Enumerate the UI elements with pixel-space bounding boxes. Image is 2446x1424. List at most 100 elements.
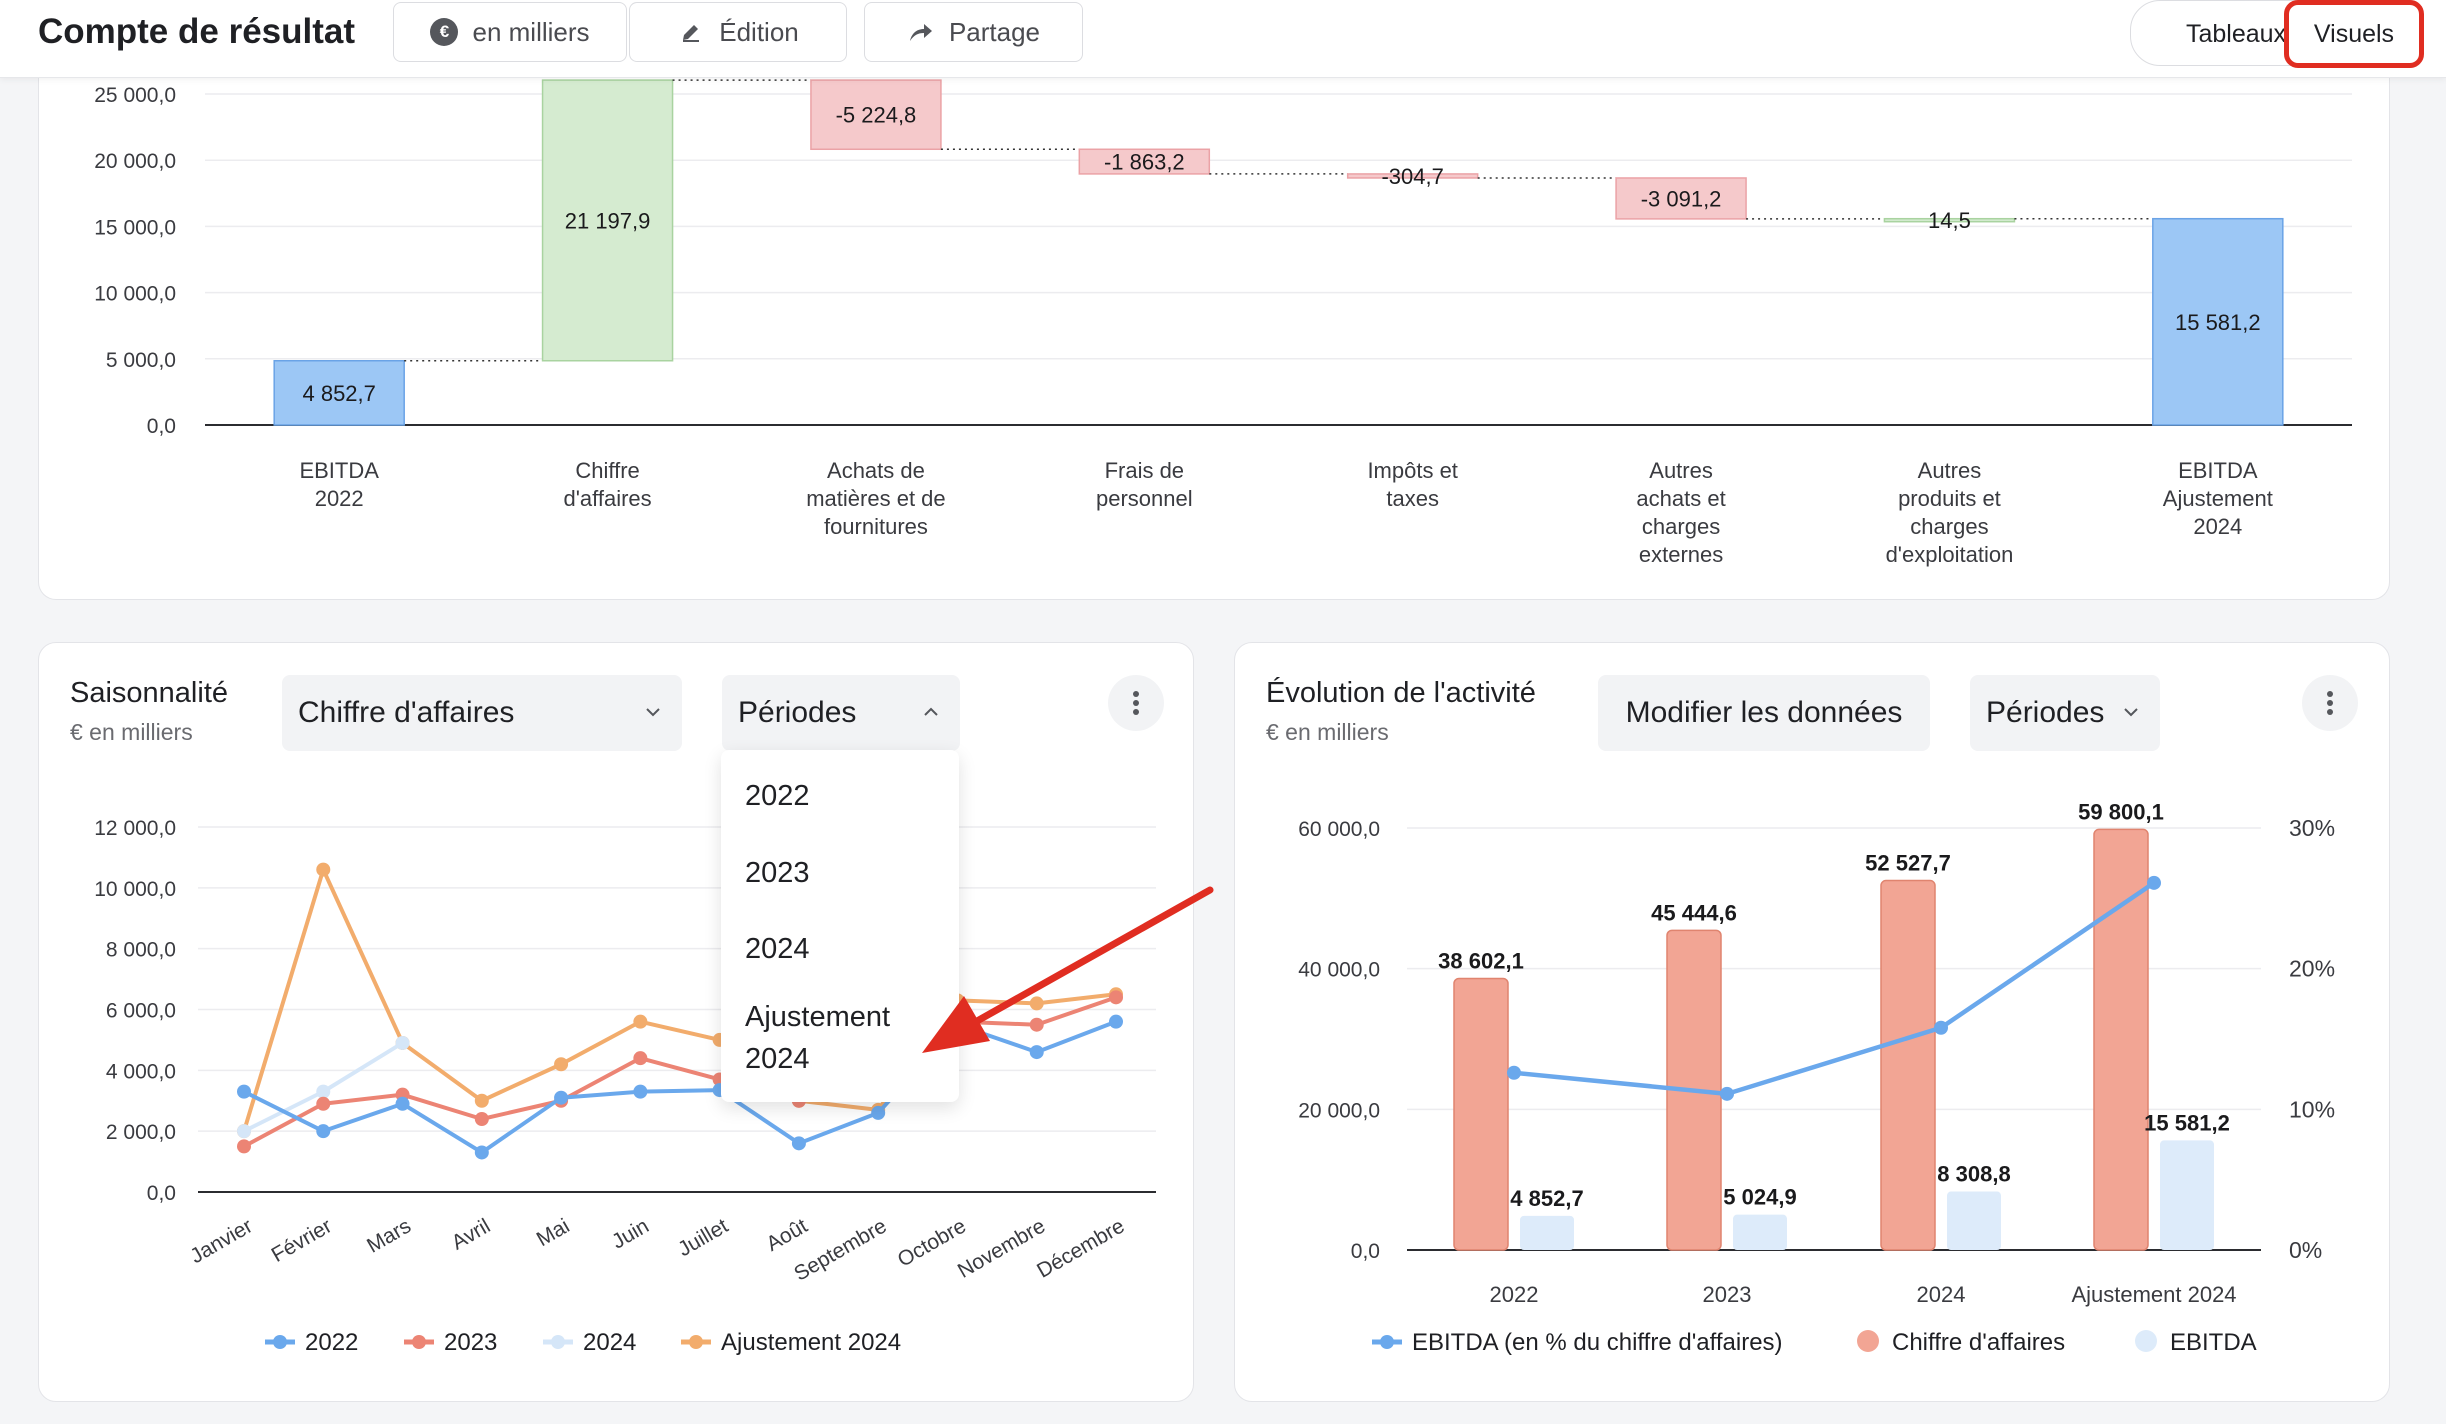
evo-legend-item[interactable]: Chiffre d'affaires <box>1857 1329 2065 1356</box>
evolution-menu-button[interactable] <box>2302 675 2358 731</box>
period-option-2024[interactable]: 2024 <box>745 933 810 965</box>
unit-button-label: en milliers <box>472 16 590 47</box>
evolution-subtitle: € en milliers <box>1266 719 1389 745</box>
euro-icon: € <box>430 18 459 46</box>
waterfall-x-label: achats et <box>1636 486 1725 511</box>
waterfall-bar <box>1346 173 1479 179</box>
evolution-period-select-value: Périodes <box>1986 696 2105 729</box>
tab-visuels[interactable]: Visuels <box>2284 0 2424 68</box>
evo-y2-tick: 30% <box>2289 815 2335 841</box>
evo-bar-revenue-label: 45 444,6 <box>1651 900 1737 925</box>
waterfall-bar <box>810 79 942 151</box>
waterfall-value-label: -5 224,8 <box>836 103 917 128</box>
evo-pct-point <box>2147 875 2161 890</box>
chevron-up-icon <box>924 707 938 716</box>
evo-legend-dot <box>2135 1330 2157 1352</box>
edit-data-button-label: Modifier les données <box>1625 696 1903 729</box>
season-x-label: Novembre <box>954 1214 1049 1282</box>
season-y-tick: 6 000,0 <box>106 1000 176 1023</box>
evo-bar-revenue <box>1880 879 1936 1251</box>
season-point <box>791 1136 806 1151</box>
edit-data-button[interactable]: Modifier les données <box>1598 675 1930 751</box>
evo-legend-item[interactable]: EBITDA (en % du chiffre d'affaires) <box>1372 1329 1783 1356</box>
season-point <box>554 1090 569 1105</box>
evo-y2-tick: 20% <box>2289 956 2335 982</box>
season-x-label: Décembre <box>1033 1214 1128 1282</box>
season-legend-label: 2022 <box>305 1329 358 1356</box>
season-y-tick: 8 000,0 <box>106 939 176 962</box>
evo-y2-tick: 10% <box>2289 1096 2335 1122</box>
season-y-tick: 10 000,0 <box>94 878 176 901</box>
season-x-label: Août <box>762 1214 811 1256</box>
waterfall-x-label: 2022 <box>315 486 364 511</box>
kebab-icon <box>2327 691 2333 715</box>
waterfall-value-label: -1 863,2 <box>1104 150 1185 175</box>
season-point <box>395 1035 410 1050</box>
evo-legend-dot <box>1857 1330 1879 1352</box>
evo-legend-item[interactable]: EBITDA <box>2135 1329 2257 1356</box>
waterfall-x-label: Frais de <box>1105 458 1184 483</box>
period-select[interactable]: Périodes <box>722 675 960 751</box>
edit-button[interactable]: Édition <box>629 2 847 62</box>
season-point <box>316 862 331 877</box>
share-button-label: Partage <box>948 16 1041 47</box>
evo-x-label: 2022 <box>1490 1282 1539 1307</box>
chevron-down-icon <box>2124 708 2138 717</box>
evo-legend-label: Chiffre d'affaires <box>1892 1329 2065 1356</box>
season-legend-item[interactable]: 2022 <box>265 1329 358 1356</box>
evolution-period-select[interactable]: Périodes <box>1970 675 2160 751</box>
season-legend-item[interactable]: 2024 <box>543 1329 636 1356</box>
period-option-2023[interactable]: 2023 <box>745 857 810 889</box>
season-point <box>316 1124 331 1139</box>
evo-pct-line <box>1513 880 2156 1097</box>
season-point <box>474 1112 489 1126</box>
evo-bar-ebitda-label: 5 024,9 <box>1723 1185 1796 1210</box>
waterfall-bar <box>541 79 674 362</box>
season-point <box>1029 1045 1044 1060</box>
season-point <box>1109 990 1123 1005</box>
evolution-title: Évolution de l'activité <box>1266 677 1536 709</box>
tab-tableaux[interactable]: Tableaux <box>2185 19 2287 48</box>
seasonality-subtitle: € en milliers <box>70 719 193 745</box>
period-option-2022[interactable]: 2022 <box>745 780 810 812</box>
season-point <box>633 1051 648 1066</box>
season-point <box>633 1014 648 1029</box>
season-x-label: Juin <box>608 1214 653 1253</box>
period-option-ajustement-2024[interactable]: Ajustement 2024 <box>745 1001 891 1075</box>
evo-y2-tick: 0% <box>2289 1237 2322 1263</box>
season-legend-label: 2024 <box>583 1329 636 1356</box>
waterfall-y-tick: 0,0 <box>147 415 176 438</box>
waterfall-x-label: EBITDA <box>299 458 379 483</box>
unit-button[interactable]: € en milliers <box>393 2 627 62</box>
page-title: Compte de résultat <box>38 12 355 51</box>
metric-select[interactable]: Chiffre d'affaires <box>282 675 682 751</box>
season-point <box>316 1084 331 1099</box>
waterfall-value-label: -3 091,2 <box>1641 186 1722 211</box>
season-x-label: Mars <box>363 1214 415 1257</box>
evo-pct-point <box>1507 1065 1521 1080</box>
waterfall-y-tick: 5 000,0 <box>106 349 176 372</box>
waterfall-y-tick: 10 000,0 <box>94 283 176 306</box>
evo-x-label: 2023 <box>1703 1282 1752 1307</box>
share-button[interactable]: Partage <box>864 2 1083 62</box>
seasonality-menu-button[interactable] <box>1108 675 1164 731</box>
evo-bar-ebitda <box>1520 1215 1574 1250</box>
edit-button-label: Édition <box>719 16 799 47</box>
evo-bar-ebitda-label: 8 308,8 <box>1937 1162 2010 1187</box>
season-legend-item[interactable]: Ajustement 2024 <box>681 1329 901 1356</box>
season-x-label: Février <box>268 1214 336 1267</box>
waterfall-chart: 0,0 5 000,0 10 000,0 15 000,0 20 000,0 25 000… <box>94 79 2352 567</box>
waterfall-bar <box>273 360 405 426</box>
season-legend-dot <box>551 1335 565 1349</box>
waterfall-x-label: personnel <box>1096 486 1193 511</box>
waterfall-x-label: Autres <box>1649 458 1713 483</box>
season-legend-label: 2023 <box>444 1329 497 1356</box>
evo-legend-label: EBITDA <box>2170 1329 2257 1356</box>
season-legend-item[interactable]: 2023 <box>404 1329 497 1356</box>
waterfall-x-label: matières et de <box>806 486 945 511</box>
waterfall-x-label: Ajustement <box>2163 486 2273 511</box>
waterfall-x-label: 2024 <box>2193 514 2242 539</box>
waterfall-y-tick: 15 000,0 <box>94 216 176 239</box>
evo-bar-revenue <box>1453 977 1509 1251</box>
season-legend-dot <box>412 1335 426 1349</box>
